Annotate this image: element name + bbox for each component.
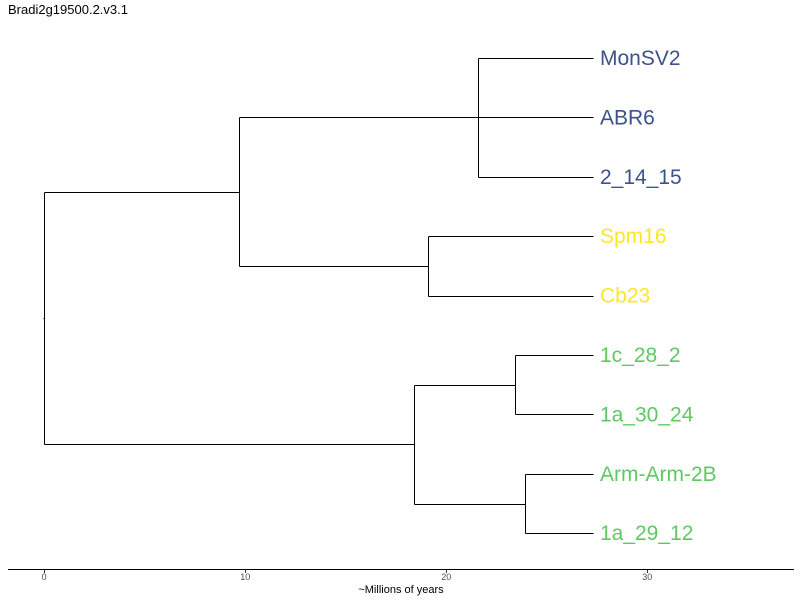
leaf-label-5: 1c_28_2: [600, 344, 681, 367]
x-tick-label-0: 0: [42, 572, 47, 582]
leaf-label-3: Spm16: [600, 225, 667, 248]
leaf-labels: MonSV2 ABR6 2_14_15 Spm16 Cb23 1c_28_2 1a_30_2…: [600, 47, 717, 545]
leaf-label-7: Arm-Arm-2B: [600, 463, 717, 486]
leaf-label-8: 1a_29_12: [600, 522, 693, 545]
leaf-label-2: 2_14_15: [600, 166, 682, 189]
x-tick-label-2: 20: [441, 572, 451, 582]
branches: [43, 58, 594, 534]
leaf-label-4: Cb23: [600, 285, 650, 308]
x-axis: 0 10 20 30 ~Millions of years: [8, 569, 794, 596]
leaf-label-0: MonSV2: [600, 47, 681, 70]
x-tick-label-1: 10: [240, 572, 250, 582]
figure-title: Bradi2g19500.2.v3.1: [8, 2, 128, 17]
leaf-label-6: 1a_30_24: [600, 403, 694, 426]
x-axis-title: ~Millions of years: [358, 584, 444, 596]
leaf-label-1: ABR6: [600, 106, 655, 129]
x-tick-label-3: 30: [642, 572, 652, 582]
